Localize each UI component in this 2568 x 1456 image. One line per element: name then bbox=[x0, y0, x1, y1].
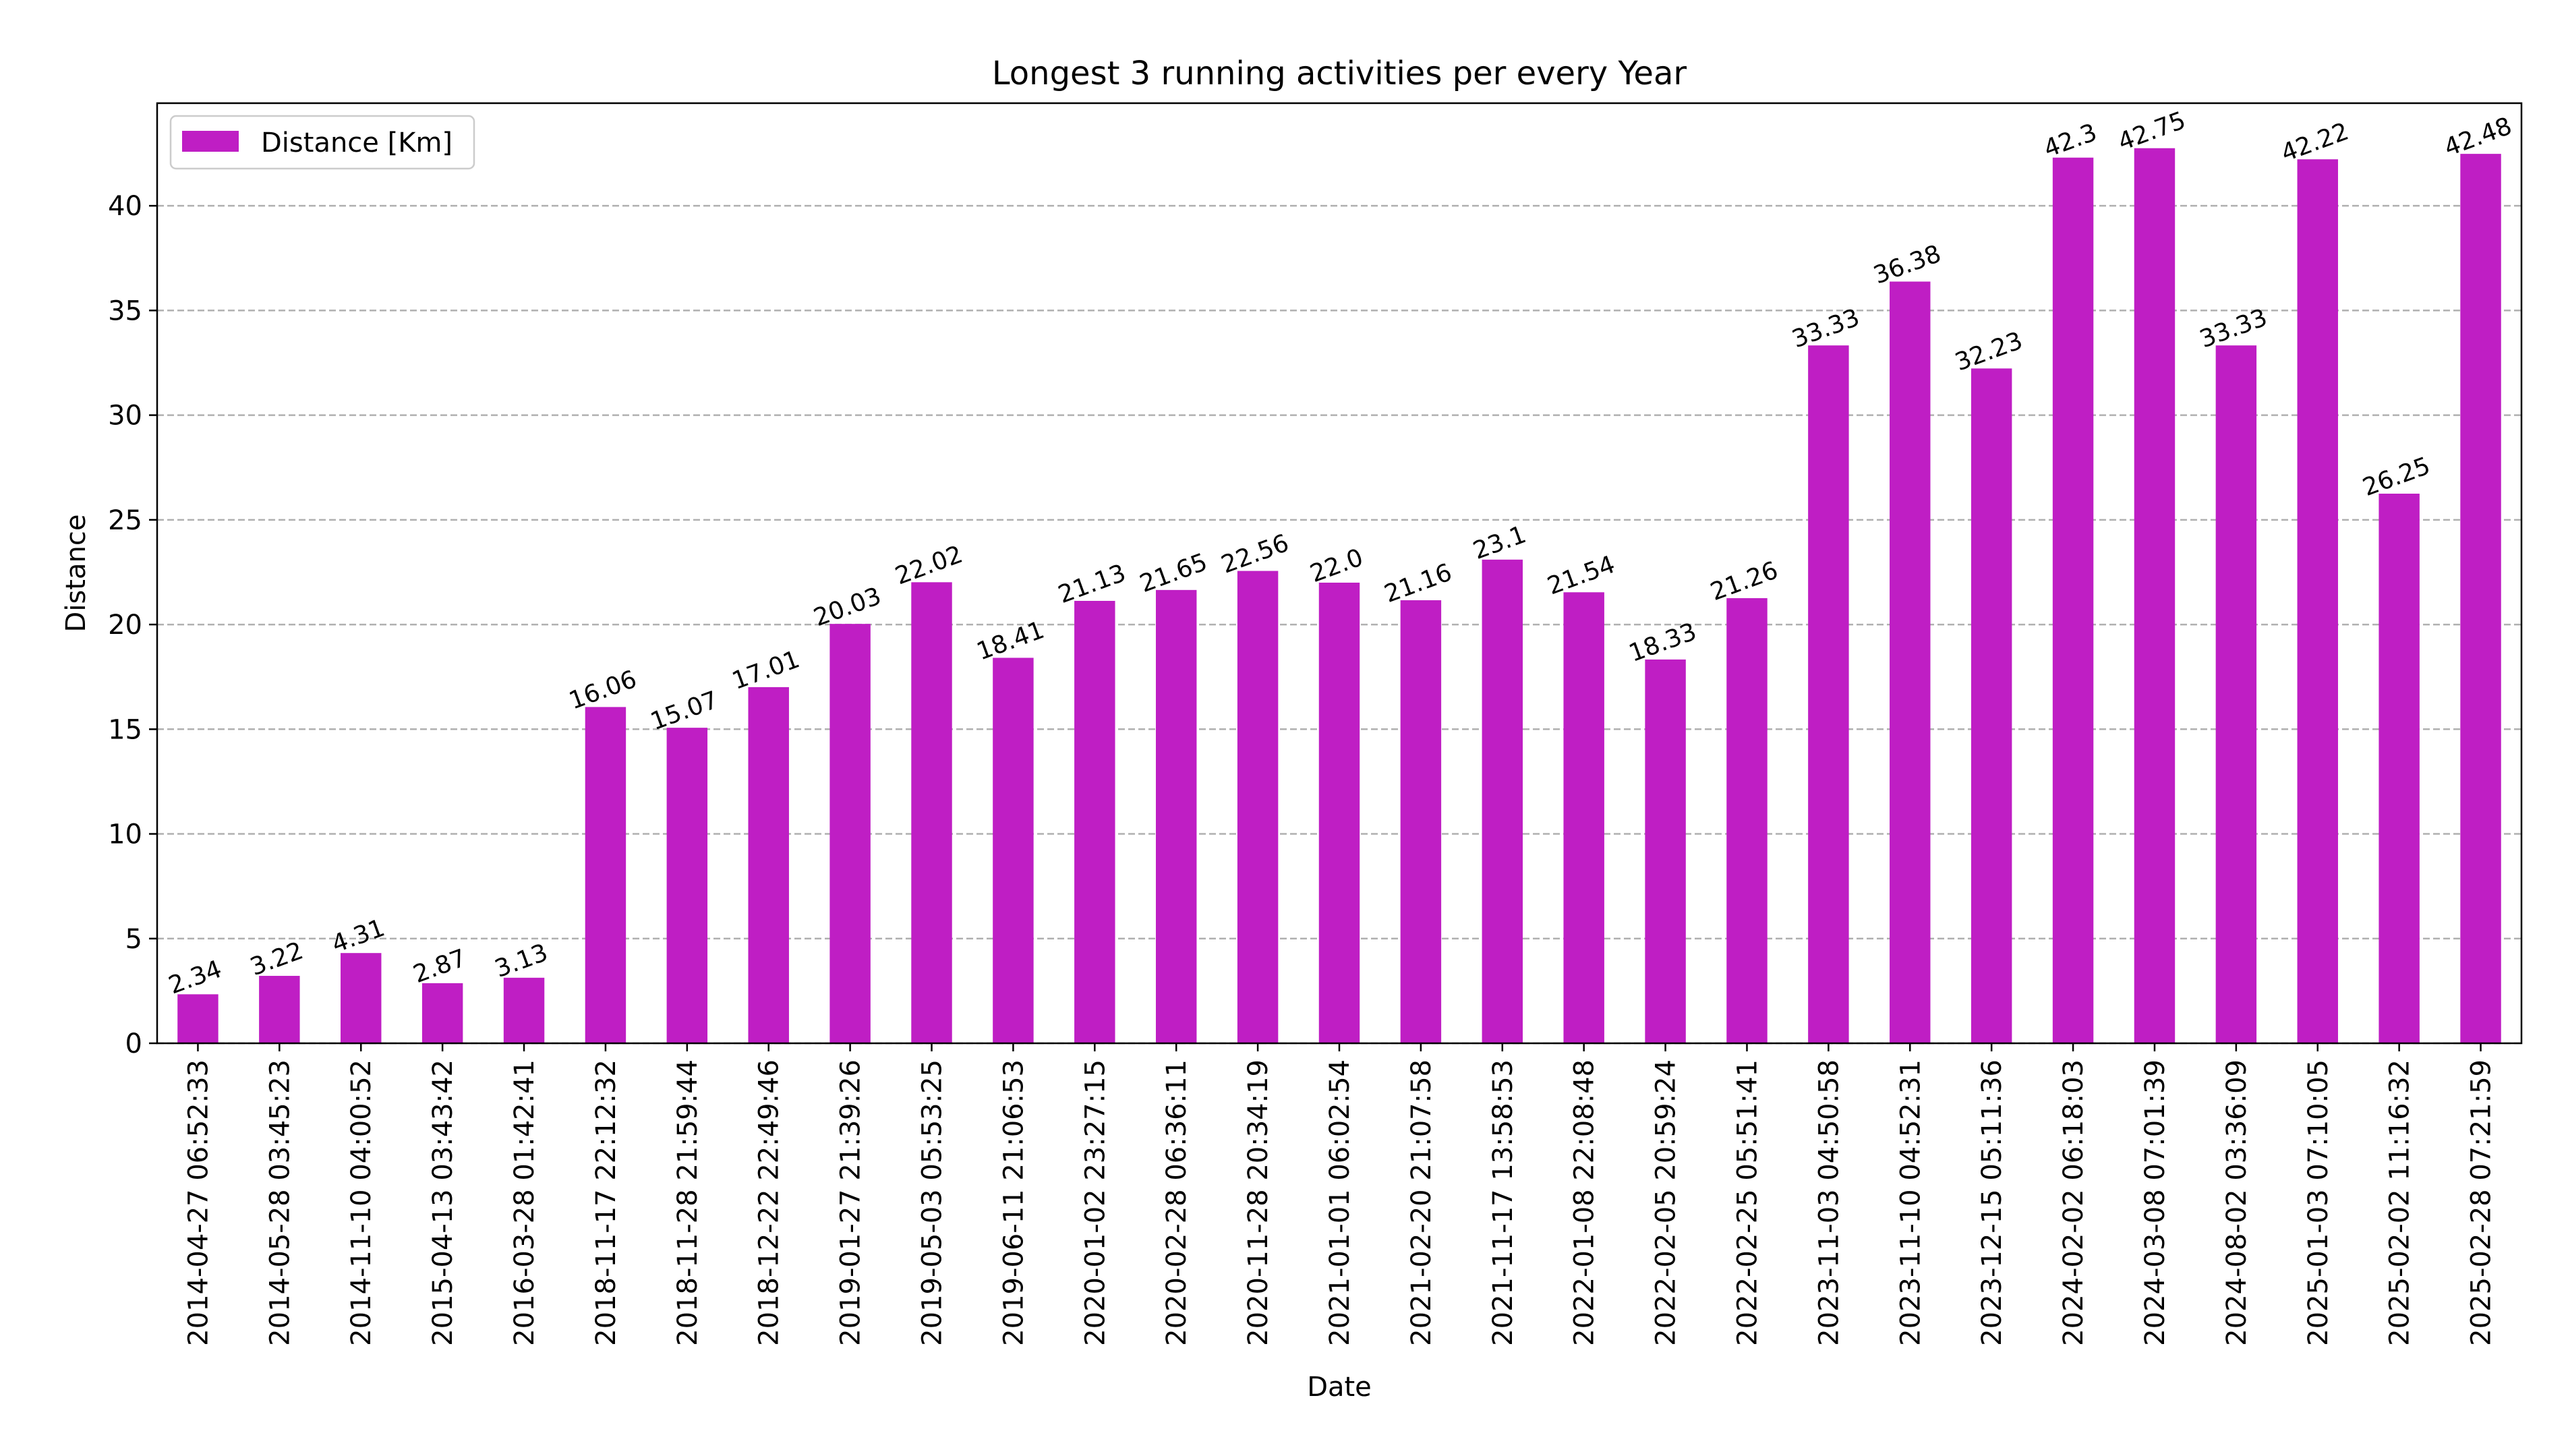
y-tick-label: 40 bbox=[108, 191, 142, 222]
x-tick-label: 2021-01-01 06:02:54 bbox=[1324, 1059, 1355, 1346]
x-tick-label: 2019-06-11 21:06:53 bbox=[998, 1059, 1029, 1346]
bar bbox=[1808, 345, 1849, 1043]
legend-label: Distance [Km] bbox=[261, 127, 453, 158]
bar bbox=[1400, 600, 1442, 1043]
bar bbox=[2379, 494, 2420, 1043]
bar bbox=[2460, 154, 2501, 1043]
y-tick-label: 10 bbox=[108, 819, 142, 850]
x-tick-label: 2015-04-13 03:43:42 bbox=[428, 1059, 459, 1346]
bar bbox=[1563, 592, 1604, 1043]
y-tick-label: 15 bbox=[108, 714, 142, 745]
x-tick-label: 2023-11-10 04:52:31 bbox=[1895, 1059, 1926, 1346]
y-tick-label: 25 bbox=[108, 505, 142, 536]
bar bbox=[259, 976, 300, 1043]
x-tick-label: 2014-04-27 06:52:33 bbox=[183, 1059, 214, 1346]
bar bbox=[2052, 157, 2094, 1044]
x-tick-label: 2022-02-05 20:59:24 bbox=[1651, 1059, 1682, 1346]
bar bbox=[421, 983, 463, 1043]
x-tick-label: 2024-02-02 06:18:03 bbox=[2058, 1059, 2089, 1346]
bar bbox=[177, 994, 218, 1043]
y-axis-ticks: 0 5 10 15 20 25 30 35 40 bbox=[108, 191, 157, 1059]
x-axis-ticks: 2014-04-27 06:52:33 2014-05-28 03:45:23 20… bbox=[183, 1043, 2497, 1346]
x-tick-label: 2025-02-28 07:21:59 bbox=[2466, 1059, 2497, 1346]
x-tick-label: 2014-05-28 03:45:23 bbox=[264, 1059, 295, 1346]
x-tick-label: 2019-01-27 21:39:26 bbox=[836, 1059, 867, 1346]
bar bbox=[748, 687, 789, 1043]
bar bbox=[1155, 589, 1197, 1043]
x-axis-title: Date bbox=[1307, 1372, 1372, 1403]
y-tick-label: 5 bbox=[125, 924, 142, 955]
x-tick-label: 2025-01-03 07:10:05 bbox=[2303, 1059, 2334, 1346]
bar bbox=[2215, 345, 2257, 1043]
bar bbox=[1890, 281, 1931, 1043]
bar bbox=[1318, 582, 1360, 1043]
y-tick-label: 30 bbox=[108, 401, 142, 432]
x-tick-label: 2018-12-22 22:49:46 bbox=[754, 1059, 785, 1346]
x-tick-label: 2019-05-03 05:53:25 bbox=[917, 1059, 948, 1346]
x-tick-label: 2021-11-17 13:58:53 bbox=[1488, 1059, 1519, 1346]
bar bbox=[503, 977, 545, 1043]
legend-frame bbox=[169, 115, 475, 170]
chart-title: Longest 3 running activities per every Y… bbox=[992, 55, 1687, 92]
bar bbox=[829, 624, 871, 1043]
bar bbox=[1237, 571, 1279, 1043]
y-axis-title: Distance bbox=[61, 515, 92, 633]
x-tick-label: 2024-03-08 07:01:39 bbox=[2140, 1059, 2171, 1346]
bar bbox=[341, 953, 382, 1043]
x-tick-label: 2022-02-25 05:51:41 bbox=[1732, 1059, 1763, 1346]
bar bbox=[1726, 598, 1768, 1043]
x-tick-label: 2023-12-15 05:11:36 bbox=[1977, 1059, 2008, 1346]
x-tick-label: 2025-02-02 11:16:32 bbox=[2385, 1059, 2416, 1346]
y-tick-label: 0 bbox=[125, 1028, 142, 1059]
x-tick-label: 2018-11-17 22:12:32 bbox=[591, 1059, 622, 1346]
x-tick-label: 2022-01-08 22:08:48 bbox=[1569, 1059, 1600, 1346]
bar bbox=[585, 707, 626, 1043]
bar bbox=[1645, 659, 1686, 1043]
y-tick-label: 20 bbox=[108, 610, 142, 641]
bar bbox=[1971, 368, 2012, 1043]
bar bbox=[2297, 159, 2338, 1044]
x-tick-label: 2024-08-02 03:36:09 bbox=[2221, 1059, 2252, 1346]
bar bbox=[2134, 148, 2176, 1044]
y-tick-label: 35 bbox=[108, 295, 142, 326]
bars bbox=[177, 148, 2501, 1044]
bar bbox=[1074, 600, 1115, 1043]
x-tick-label: 2016-03-28 01:42:41 bbox=[509, 1059, 540, 1346]
x-tick-label: 2014-11-10 04:00:52 bbox=[346, 1059, 377, 1346]
x-tick-label: 2018-11-28 21:59:44 bbox=[672, 1059, 703, 1346]
x-tick-label: 2020-11-28 20:34:19 bbox=[1243, 1059, 1274, 1346]
x-tick-label: 2023-11-03 04:50:58 bbox=[1813, 1059, 1844, 1346]
bar bbox=[1482, 559, 1523, 1043]
x-tick-label: 2020-01-02 23:27:15 bbox=[1080, 1059, 1111, 1346]
bar bbox=[666, 728, 708, 1043]
bar bbox=[993, 658, 1034, 1043]
legend: Distance [Km] bbox=[169, 115, 475, 170]
x-tick-label: 2020-02-28 06:36:11 bbox=[1161, 1059, 1192, 1346]
legend-swatch bbox=[182, 131, 239, 152]
bar bbox=[911, 582, 952, 1043]
x-tick-label: 2021-02-20 21:07:58 bbox=[1406, 1059, 1437, 1346]
